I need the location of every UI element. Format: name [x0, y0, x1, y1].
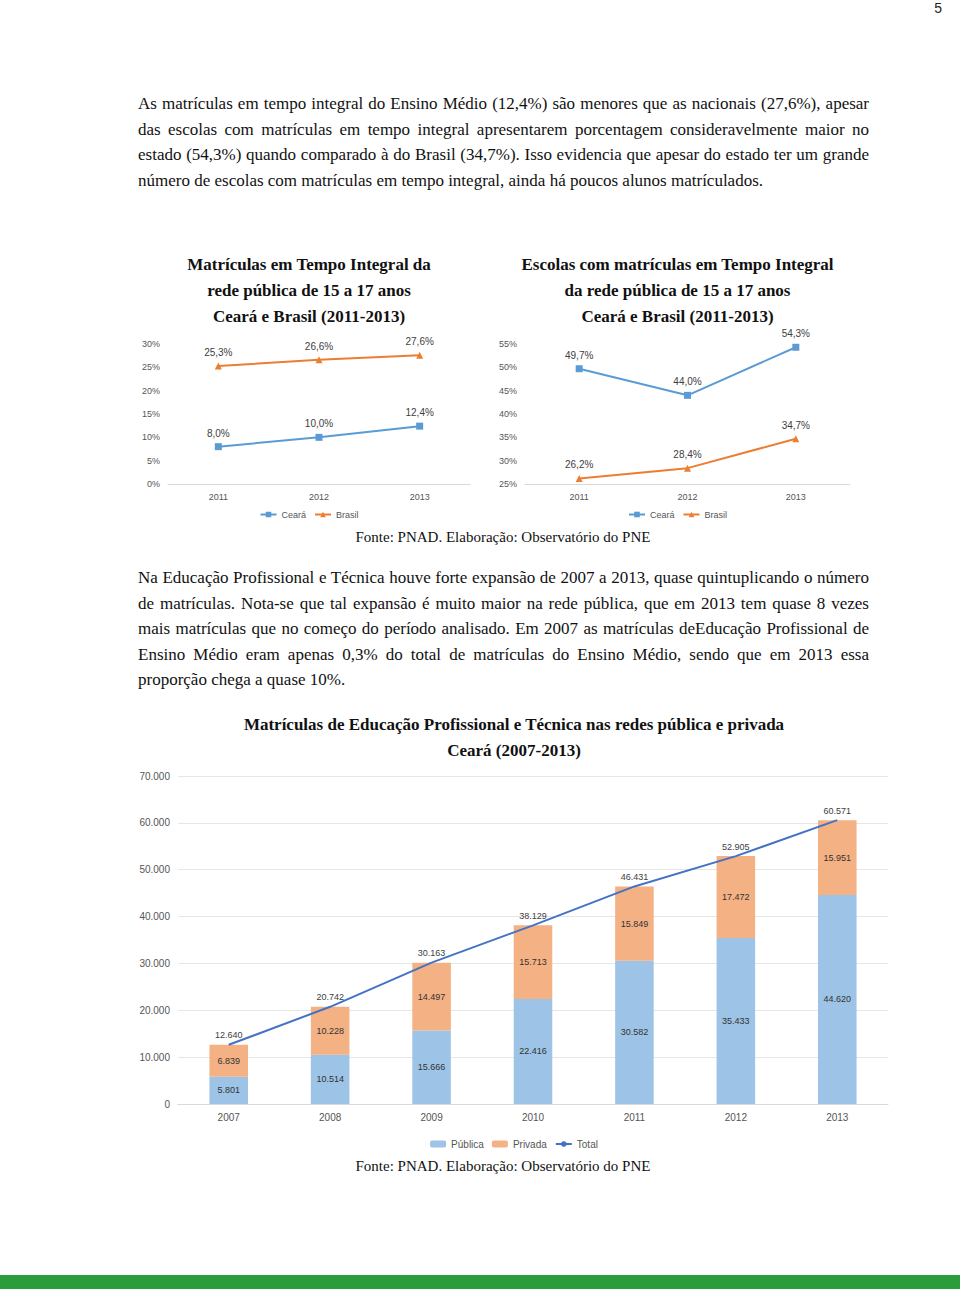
svg-text:54,3%: 54,3%	[782, 328, 810, 339]
svg-text:49,7%: 49,7%	[565, 350, 593, 361]
svg-text:30%: 30%	[499, 456, 517, 466]
svg-text:da rede pública de 15 a 17 ano: da rede pública de 15 a 17 anos	[565, 281, 791, 300]
svg-text:6.839: 6.839	[217, 1056, 240, 1066]
svg-text:14.497: 14.497	[418, 992, 446, 1002]
svg-text:26,6%: 26,6%	[305, 341, 333, 352]
svg-text:45%: 45%	[499, 386, 517, 396]
svg-text:0: 0	[164, 1099, 170, 1110]
svg-text:60.571: 60.571	[824, 806, 852, 816]
svg-text:rede pública de 15 a 17 anos: rede pública de 15 a 17 anos	[207, 281, 411, 300]
svg-text:20.742: 20.742	[316, 992, 344, 1002]
svg-text:22.416: 22.416	[519, 1046, 547, 1056]
svg-text:30.000: 30.000	[139, 958, 170, 969]
svg-text:Ceará e Brasil (2011-2013): Ceará e Brasil (2011-2013)	[581, 307, 773, 326]
svg-text:2012: 2012	[725, 1112, 748, 1123]
svg-text:30%: 30%	[142, 339, 160, 349]
svg-text:15.951: 15.951	[824, 853, 852, 863]
svg-text:40.000: 40.000	[139, 911, 170, 922]
html-text:Fonte: PNAD. Elaboração: Obser: Fonte: PNAD. Elaboração: Observatório do…	[355, 529, 651, 545]
svg-text:2008: 2008	[319, 1112, 342, 1123]
svg-text:25%: 25%	[142, 362, 160, 372]
svg-text:Escolas com matrículas em Temp: Escolas com matrículas em Tempo Integral	[521, 255, 833, 274]
svg-text:2011: 2011	[209, 492, 228, 502]
svg-text:10.514: 10.514	[316, 1074, 344, 1084]
svg-text:10%: 10%	[142, 432, 160, 442]
svg-text:Privada: Privada	[513, 1139, 547, 1150]
svg-text:60.000: 60.000	[139, 817, 170, 828]
svg-text:20%: 20%	[142, 386, 160, 396]
svg-text:2013: 2013	[410, 492, 430, 502]
svg-text:25,3%: 25,3%	[204, 347, 232, 358]
svg-text:40%: 40%	[499, 409, 517, 419]
svg-text:0%: 0%	[147, 479, 160, 489]
svg-text:2013: 2013	[786, 492, 806, 502]
svg-text:2009: 2009	[420, 1112, 443, 1123]
svg-text:Ceará: Ceará	[281, 510, 306, 520]
svg-text:30.163: 30.163	[418, 948, 446, 958]
svg-text:Brasil: Brasil	[336, 510, 359, 520]
svg-text:Ceará: Ceará	[650, 510, 675, 520]
svg-text:Ceará (2007-2013): Ceará (2007-2013)	[447, 741, 581, 760]
svg-text:30.582: 30.582	[621, 1027, 649, 1037]
svg-text:15.849: 15.849	[621, 919, 649, 929]
svg-text:35.433: 35.433	[722, 1016, 750, 1026]
svg-text:17.472: 17.472	[722, 892, 750, 902]
svg-text:Matrículas de Educação Profiss: Matrículas de Educação Profissional e Té…	[244, 715, 785, 734]
svg-text:2013: 2013	[826, 1112, 849, 1123]
svg-text:44,0%: 44,0%	[673, 376, 701, 387]
svg-text:50%: 50%	[499, 362, 517, 372]
svg-text:5%: 5%	[147, 456, 160, 466]
svg-text:52.905: 52.905	[722, 842, 750, 852]
svg-text:70.000: 70.000	[139, 771, 170, 782]
svg-text:2012: 2012	[677, 492, 697, 502]
svg-text:Matrículas em Tempo Integral d: Matrículas em Tempo Integral da	[187, 255, 431, 274]
svg-text:Pública: Pública	[451, 1139, 484, 1150]
svg-text:15.666: 15.666	[418, 1062, 446, 1072]
svg-text:2011: 2011	[569, 492, 588, 502]
svg-text:34,7%: 34,7%	[782, 420, 810, 431]
svg-text:2012: 2012	[309, 492, 329, 502]
svg-text:44.620: 44.620	[824, 994, 852, 1004]
svg-text:26,2%: 26,2%	[565, 459, 593, 470]
svg-text:15%: 15%	[142, 409, 160, 419]
svg-text:Total: Total	[577, 1139, 598, 1150]
svg-text:Brasil: Brasil	[705, 510, 728, 520]
svg-text:50.000: 50.000	[139, 864, 170, 875]
svg-text:10.228: 10.228	[316, 1026, 344, 1036]
svg-text:15.713: 15.713	[519, 957, 547, 967]
svg-text:27,6%: 27,6%	[405, 336, 433, 347]
svg-text:35%: 35%	[499, 432, 517, 442]
svg-text:5.801: 5.801	[217, 1085, 240, 1095]
svg-text:8,0%: 8,0%	[207, 428, 230, 439]
svg-text:25%: 25%	[499, 479, 517, 489]
svg-text:46.431: 46.431	[621, 872, 649, 882]
svg-text:12.640: 12.640	[215, 1030, 243, 1040]
svg-text:2010: 2010	[522, 1112, 545, 1123]
svg-text:10,0%: 10,0%	[305, 418, 333, 429]
svg-text:38.129: 38.129	[519, 911, 547, 921]
svg-text:28,4%: 28,4%	[673, 449, 701, 460]
html-text:Fonte: PNAD. Elaboração: Obser: Fonte: PNAD. Elaboração: Observatório do…	[355, 1158, 651, 1174]
svg-text:12,4%: 12,4%	[405, 407, 433, 418]
html-text:As matrículas em tempo integra: As matrículas em tempo integral do Ensin…	[138, 94, 869, 190]
html-text:5: 5	[934, 0, 942, 16]
svg-text:55%: 55%	[499, 339, 517, 349]
svg-text:20.000: 20.000	[139, 1005, 170, 1016]
html-text:Na Educação Profissional e Téc: Na Educação Profissional e Técnica houve…	[138, 568, 869, 690]
svg-text:2011: 2011	[624, 1112, 646, 1123]
svg-text:Ceará e Brasil (2011-2013): Ceará e Brasil (2011-2013)	[213, 307, 405, 326]
svg-text:2007: 2007	[218, 1112, 241, 1123]
svg-text:10.000: 10.000	[139, 1052, 170, 1063]
